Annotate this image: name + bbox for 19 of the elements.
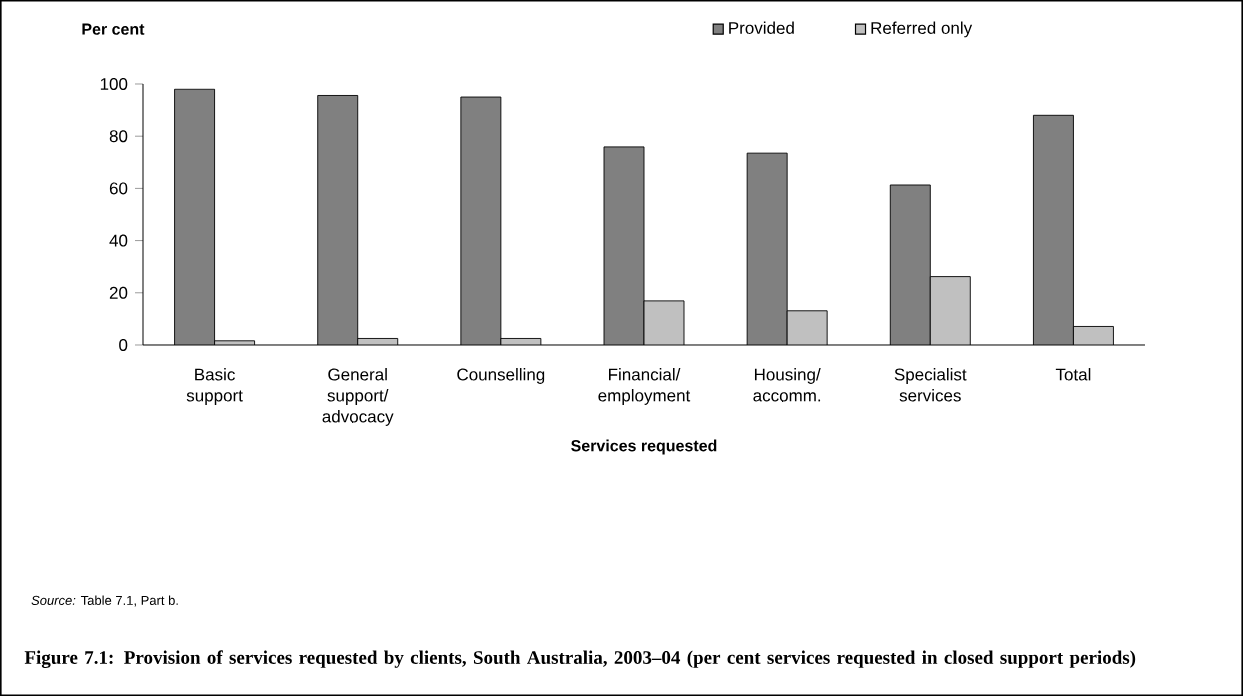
y-tick-label: 80 [109,130,128,143]
text: Figure 7.1: Provision of services requested by clients, South Australia, 2003–04 (per cent services requested in closed support periods) [24,650,1136,668]
legend-label: Referred only [871,21,973,38]
y-tick-label: 20 [109,286,128,299]
x-tick-label: Basic support [186,368,243,405]
x-tick-label: General support/ advocacy [322,368,394,426]
y-tick-label: 0 [119,338,128,351]
y-tick-label: 40 [109,234,128,247]
x-axis-title: Services requested [571,439,717,455]
x-tick-label: Specialist services [894,368,967,402]
y-axis-title: Per cent [82,23,145,35]
x-tick-label: Financial/ employment [598,368,691,405]
x-tick-label: Housing/ accomm. [753,368,821,402]
legend-label: Provided [729,21,794,34]
x-tick-label: Counselling [457,368,545,384]
y-tick-label: 100 [100,77,128,90]
x-tick-label: Total [1055,368,1091,381]
text: Source: Table 7.1, Part b. [31,595,178,607]
y-tick-label: 60 [109,182,128,195]
